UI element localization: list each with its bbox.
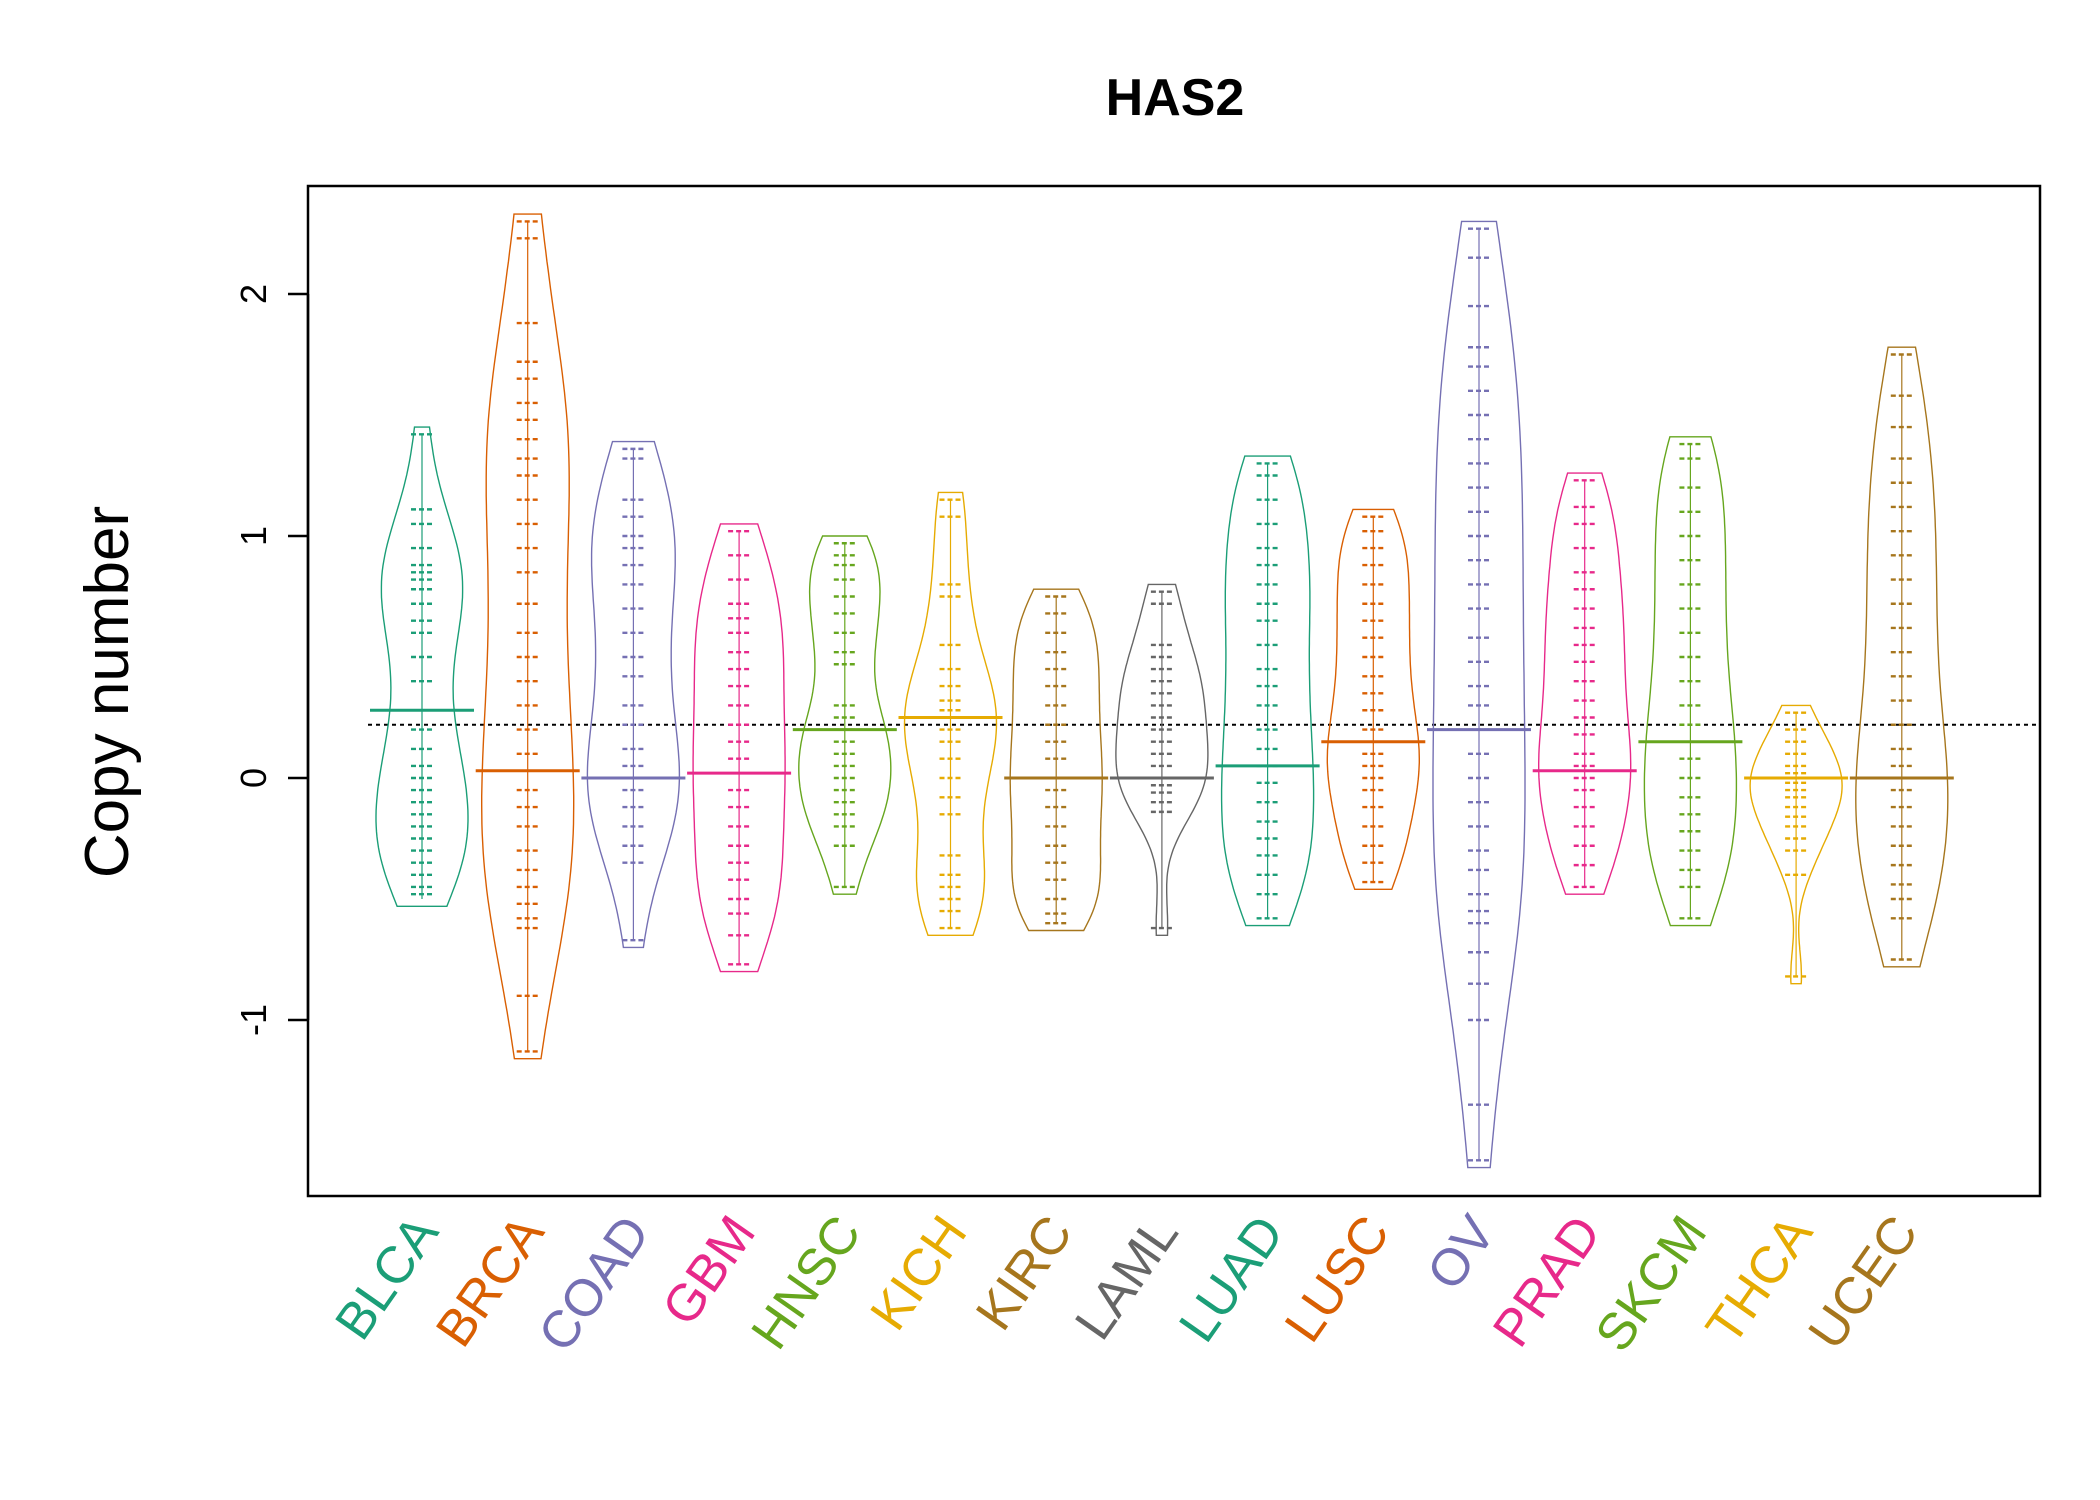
chart-title: HAS2 [1106, 69, 1245, 127]
x-label-laml: LAML [1064, 1206, 1189, 1351]
y-tick-label: 1 [233, 526, 274, 546]
x-label-lusc: LUSC [1274, 1206, 1401, 1353]
bean-laml [1109, 583, 1214, 936]
bean-ucec [1849, 346, 1954, 968]
bean-outline-prad [1538, 472, 1632, 895]
x-label-coad: COAD [528, 1206, 662, 1362]
bean-outline-laml [1115, 583, 1209, 936]
bean-ov [1427, 220, 1531, 1169]
y-axis-label: Copy number [73, 506, 142, 878]
x-label-kirc: KIRC [965, 1206, 1084, 1341]
bean-outline-kich [903, 491, 998, 936]
bean-kich [898, 491, 1003, 936]
plot-frame [306, 184, 2042, 1198]
bean-hnsc [792, 535, 897, 895]
bean-thca [1744, 704, 1849, 985]
x-label-kich: KICH [860, 1206, 979, 1341]
x-label-hnsc: HNSC [741, 1206, 873, 1360]
bean-lusc [1321, 508, 1426, 890]
bean-outline-kirc [1009, 588, 1103, 932]
bean-gbm [687, 523, 792, 973]
x-label-skcm: SKCM [1585, 1206, 1719, 1362]
bean-outline-skcm [1643, 436, 1738, 927]
y-tick-label: 0 [233, 768, 274, 788]
x-label-ov: OV [1416, 1205, 1507, 1300]
bean-outline-blca [375, 426, 469, 907]
y-tick-label: -1 [233, 1004, 274, 1036]
bean-outline-ucec [1855, 346, 1949, 968]
bean-skcm [1638, 436, 1743, 927]
bean-luad [1215, 455, 1320, 927]
bean-blca [370, 426, 474, 907]
y-axis: -1 0 1 2 [233, 284, 310, 1036]
bean-kirc [1004, 588, 1109, 932]
x-label-ucec: UCEC [1798, 1206, 1930, 1360]
bean-outline-hnsc [798, 535, 892, 895]
bean-outline-thca [1749, 704, 1843, 985]
beans [370, 213, 1954, 1169]
bean-outline-ov [1432, 220, 1526, 1169]
bean-outline-lusc [1326, 508, 1420, 890]
bean-brca [475, 213, 580, 1060]
bean-outline-brca [481, 213, 575, 1060]
bean-coad [581, 440, 686, 949]
bean-outline-gbm [692, 523, 786, 973]
bean-prad [1532, 472, 1637, 895]
y-tick-label: 2 [233, 284, 274, 304]
x-label-luad: LUAD [1168, 1206, 1295, 1353]
